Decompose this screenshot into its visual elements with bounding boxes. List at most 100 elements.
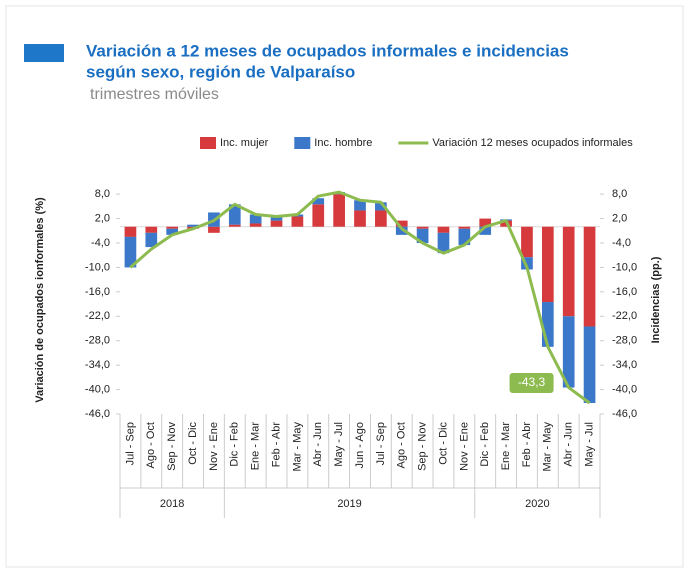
- y-tick-label: -40,0: [85, 383, 110, 395]
- bar: [479, 218, 492, 227]
- chart-subtitle: trimestres móviles: [90, 86, 219, 103]
- x-tick-label: Mar - May: [291, 422, 303, 472]
- x-tick-label: Sep - Nov: [166, 422, 178, 471]
- bar: [562, 226, 575, 317]
- bar: [541, 302, 554, 347]
- y2-tick-label: -22,0: [612, 310, 637, 322]
- bar: [479, 226, 492, 235]
- bar: [187, 224, 199, 227]
- bar: [395, 226, 408, 235]
- y2-tick-label: -40,0: [612, 383, 637, 395]
- y-tick-label: -46,0: [85, 408, 110, 420]
- x-tick-label: Dic - Feb: [229, 422, 241, 467]
- legend-label: Inc. hombre: [314, 137, 372, 149]
- bar: [437, 226, 450, 233]
- line: [129, 190, 591, 405]
- bar: [458, 226, 471, 229]
- bar: [312, 204, 325, 227]
- legend-label: Variación 12 meses ocupados informales: [432, 137, 633, 149]
- x-tick-label: Abr - Jun: [563, 422, 575, 467]
- bar: [583, 326, 596, 404]
- bar: [458, 228, 471, 246]
- y2-tick-label: 8,0: [612, 188, 627, 200]
- x-tick-label: Nov - Ene: [458, 422, 470, 471]
- y2-axis-title: Incidencias (pp.): [650, 256, 662, 343]
- chart-title-line2: según sexo, región de Valparaíso: [86, 62, 355, 81]
- y2-tick-label: -46,0: [612, 408, 637, 420]
- data-label-box: [509, 373, 554, 394]
- x-tick-label: Ago - Oct: [145, 422, 157, 468]
- y2-tick-label: -28,0: [612, 335, 637, 347]
- y-tick-label: -28,0: [85, 335, 110, 347]
- y-tick-label: 2,0: [95, 212, 110, 224]
- x-tick-label: Ene - Mar: [250, 422, 262, 471]
- bar: [395, 220, 408, 227]
- data-label: -43,3: [518, 375, 546, 389]
- x-group-label: 2020: [525, 498, 549, 510]
- y-axis-title: Variación de ocupados ionformales (%): [34, 197, 46, 403]
- bar: [270, 220, 283, 227]
- y2-tick-label: -10,0: [612, 261, 637, 273]
- bar: [416, 228, 429, 243]
- y-tick-label: -10,0: [85, 261, 110, 273]
- x-tick-label: Jul - Sep: [124, 422, 136, 465]
- x-tick-label: Oct - Dic: [187, 422, 199, 465]
- x-tick-label: Abr - Jun: [312, 422, 324, 467]
- bar: [562, 316, 575, 388]
- x-tick-label: Mar - May: [542, 422, 554, 472]
- x-tick-label: Feb - Abr: [270, 422, 282, 468]
- y-tick-label: -4,0: [91, 237, 110, 249]
- y-tick-label: -16,0: [85, 286, 110, 298]
- y2-tick-label: -4,0: [612, 237, 631, 249]
- bar: [166, 226, 179, 229]
- x-group-label: 2019: [337, 498, 361, 510]
- bar: [437, 232, 450, 254]
- x-tick-label: Ago - Oct: [396, 422, 408, 468]
- bar: [375, 210, 387, 227]
- bar: [208, 226, 220, 233]
- x-tick-label: Feb - Abr: [521, 422, 533, 468]
- y-tick-label: -22,0: [85, 310, 110, 322]
- x-tick-label: Nov - Ene: [208, 422, 220, 471]
- x-tick-label: Oct - Dic: [437, 422, 449, 465]
- bar: [145, 226, 158, 233]
- legend-swatch: [294, 137, 311, 149]
- bar: [166, 228, 179, 235]
- y2-tick-label: 2,0: [612, 212, 627, 224]
- y2-tick-label: -34,0: [612, 359, 637, 371]
- x-group-label: 2018: [160, 498, 184, 510]
- title-icon: [24, 44, 64, 62]
- legend-label: Inc. mujer: [220, 137, 269, 149]
- bar: [145, 232, 158, 248]
- y2-tick-label: -16,0: [612, 286, 637, 298]
- x-tick-label: Jun - Ago: [354, 422, 366, 468]
- bar: [124, 236, 137, 268]
- x-tick-label: Jul - Sep: [375, 422, 387, 465]
- bar: [521, 226, 533, 258]
- bar: [333, 194, 345, 227]
- bar: [416, 226, 429, 229]
- bar: [354, 210, 366, 227]
- y-tick-label: 8,0: [95, 188, 110, 200]
- bar: [291, 216, 304, 227]
- x-tick-label: May - Jul: [333, 422, 345, 467]
- bar: [270, 216, 283, 221]
- y-tick-label: -34,0: [85, 359, 110, 371]
- chart-title: Variación a 12 meses de ocupados informa…: [86, 41, 569, 60]
- bar: [375, 202, 387, 211]
- x-tick-label: May - Jul: [583, 422, 595, 467]
- bar: [541, 226, 554, 303]
- bar: [249, 214, 262, 224]
- bar: [521, 257, 533, 270]
- bar: [228, 224, 241, 227]
- x-tick-label: Ene - Mar: [500, 422, 512, 471]
- bar: [228, 204, 241, 225]
- bar: [354, 200, 366, 211]
- bar: [249, 223, 262, 227]
- bar: [312, 198, 325, 205]
- x-tick-label: Sep - Nov: [417, 422, 429, 471]
- x-tick-label: Dic - Feb: [479, 422, 491, 467]
- bar: [124, 226, 137, 237]
- bar: [583, 226, 596, 327]
